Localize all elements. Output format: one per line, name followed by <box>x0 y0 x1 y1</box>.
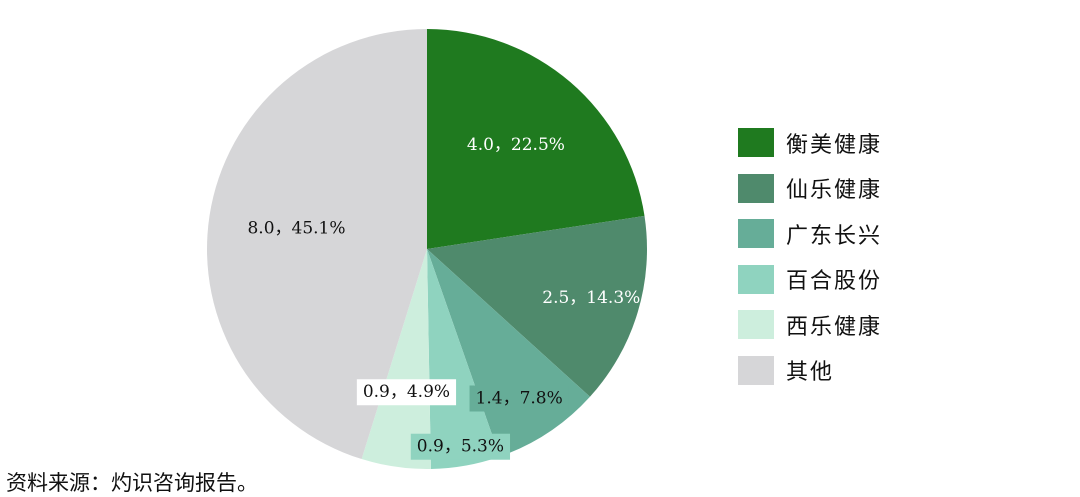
slice-label-group-3: 1.4，7.8% <box>469 385 569 412</box>
legend-swatch-4 <box>738 264 774 294</box>
legend-item-6: 其他 <box>738 348 882 394</box>
pie-slice-2 <box>427 215 647 397</box>
slice-label-3: 1.4，7.8% <box>476 388 563 408</box>
slice-label-bg-5 <box>356 379 457 406</box>
legend-label-3: 广东长兴 <box>786 223 883 249</box>
legend-swatch-1 <box>738 128 774 158</box>
pie-slice-4 <box>427 249 500 469</box>
legend-item-4: 百合股份 <box>738 257 882 303</box>
pie-labels: 4.0，22.5% 2.5，14.3% 1.4，7.8% 0.9，5.3% 0.9，4.… <box>247 135 640 460</box>
pie-slice-1 <box>427 29 645 249</box>
legend-item-1: 衡美健康 <box>738 120 882 166</box>
legend-swatch-5 <box>738 310 774 340</box>
slice-label-group-2: 2.5，14.3% <box>542 288 640 308</box>
legend-item-5: 西乐健康 <box>738 302 882 348</box>
slice-label-5: 0.9，4.9% <box>363 382 450 402</box>
legend-label-4: 百合股份 <box>786 269 883 295</box>
legend-swatch-3 <box>738 219 774 249</box>
legend-label-6: 其他 <box>786 360 835 386</box>
slice-label-group-6: 8.0，45.1% <box>247 219 345 239</box>
legend-item-2: 仙乐健康 <box>738 166 882 212</box>
legend-item-3: 广东长兴 <box>738 211 882 257</box>
pie-slice-5 <box>361 249 431 470</box>
source-note: 资料来源：灼识咨询报告。 <box>6 471 258 495</box>
legend-swatch-2 <box>738 173 774 203</box>
slice-label-6: 8.0，45.1% <box>247 219 345 239</box>
slice-label-group-1: 4.0，22.5% <box>467 135 565 155</box>
legend-label-1: 衡美健康 <box>786 132 883 158</box>
legend-swatch-6 <box>738 355 774 385</box>
slice-label-1: 4.0，22.5% <box>467 135 565 155</box>
slice-label-group-5: 0.9，4.9% <box>356 379 457 406</box>
legend: 衡美健康仙乐健康广东长兴百合股份西乐健康其他 <box>738 120 882 393</box>
pie-slices <box>207 29 647 470</box>
pie-slice-6 <box>207 29 427 460</box>
slice-label-bg-4 <box>410 433 511 460</box>
legend-label-2: 仙乐健康 <box>786 178 883 204</box>
slice-label-group-4: 0.9，5.3% <box>410 433 511 460</box>
slice-label-4: 0.9，5.3% <box>417 437 504 457</box>
slice-label-2: 2.5，14.3% <box>542 288 640 308</box>
slice-label-bg-3 <box>469 385 569 412</box>
legend-label-5: 西乐健康 <box>786 314 883 340</box>
